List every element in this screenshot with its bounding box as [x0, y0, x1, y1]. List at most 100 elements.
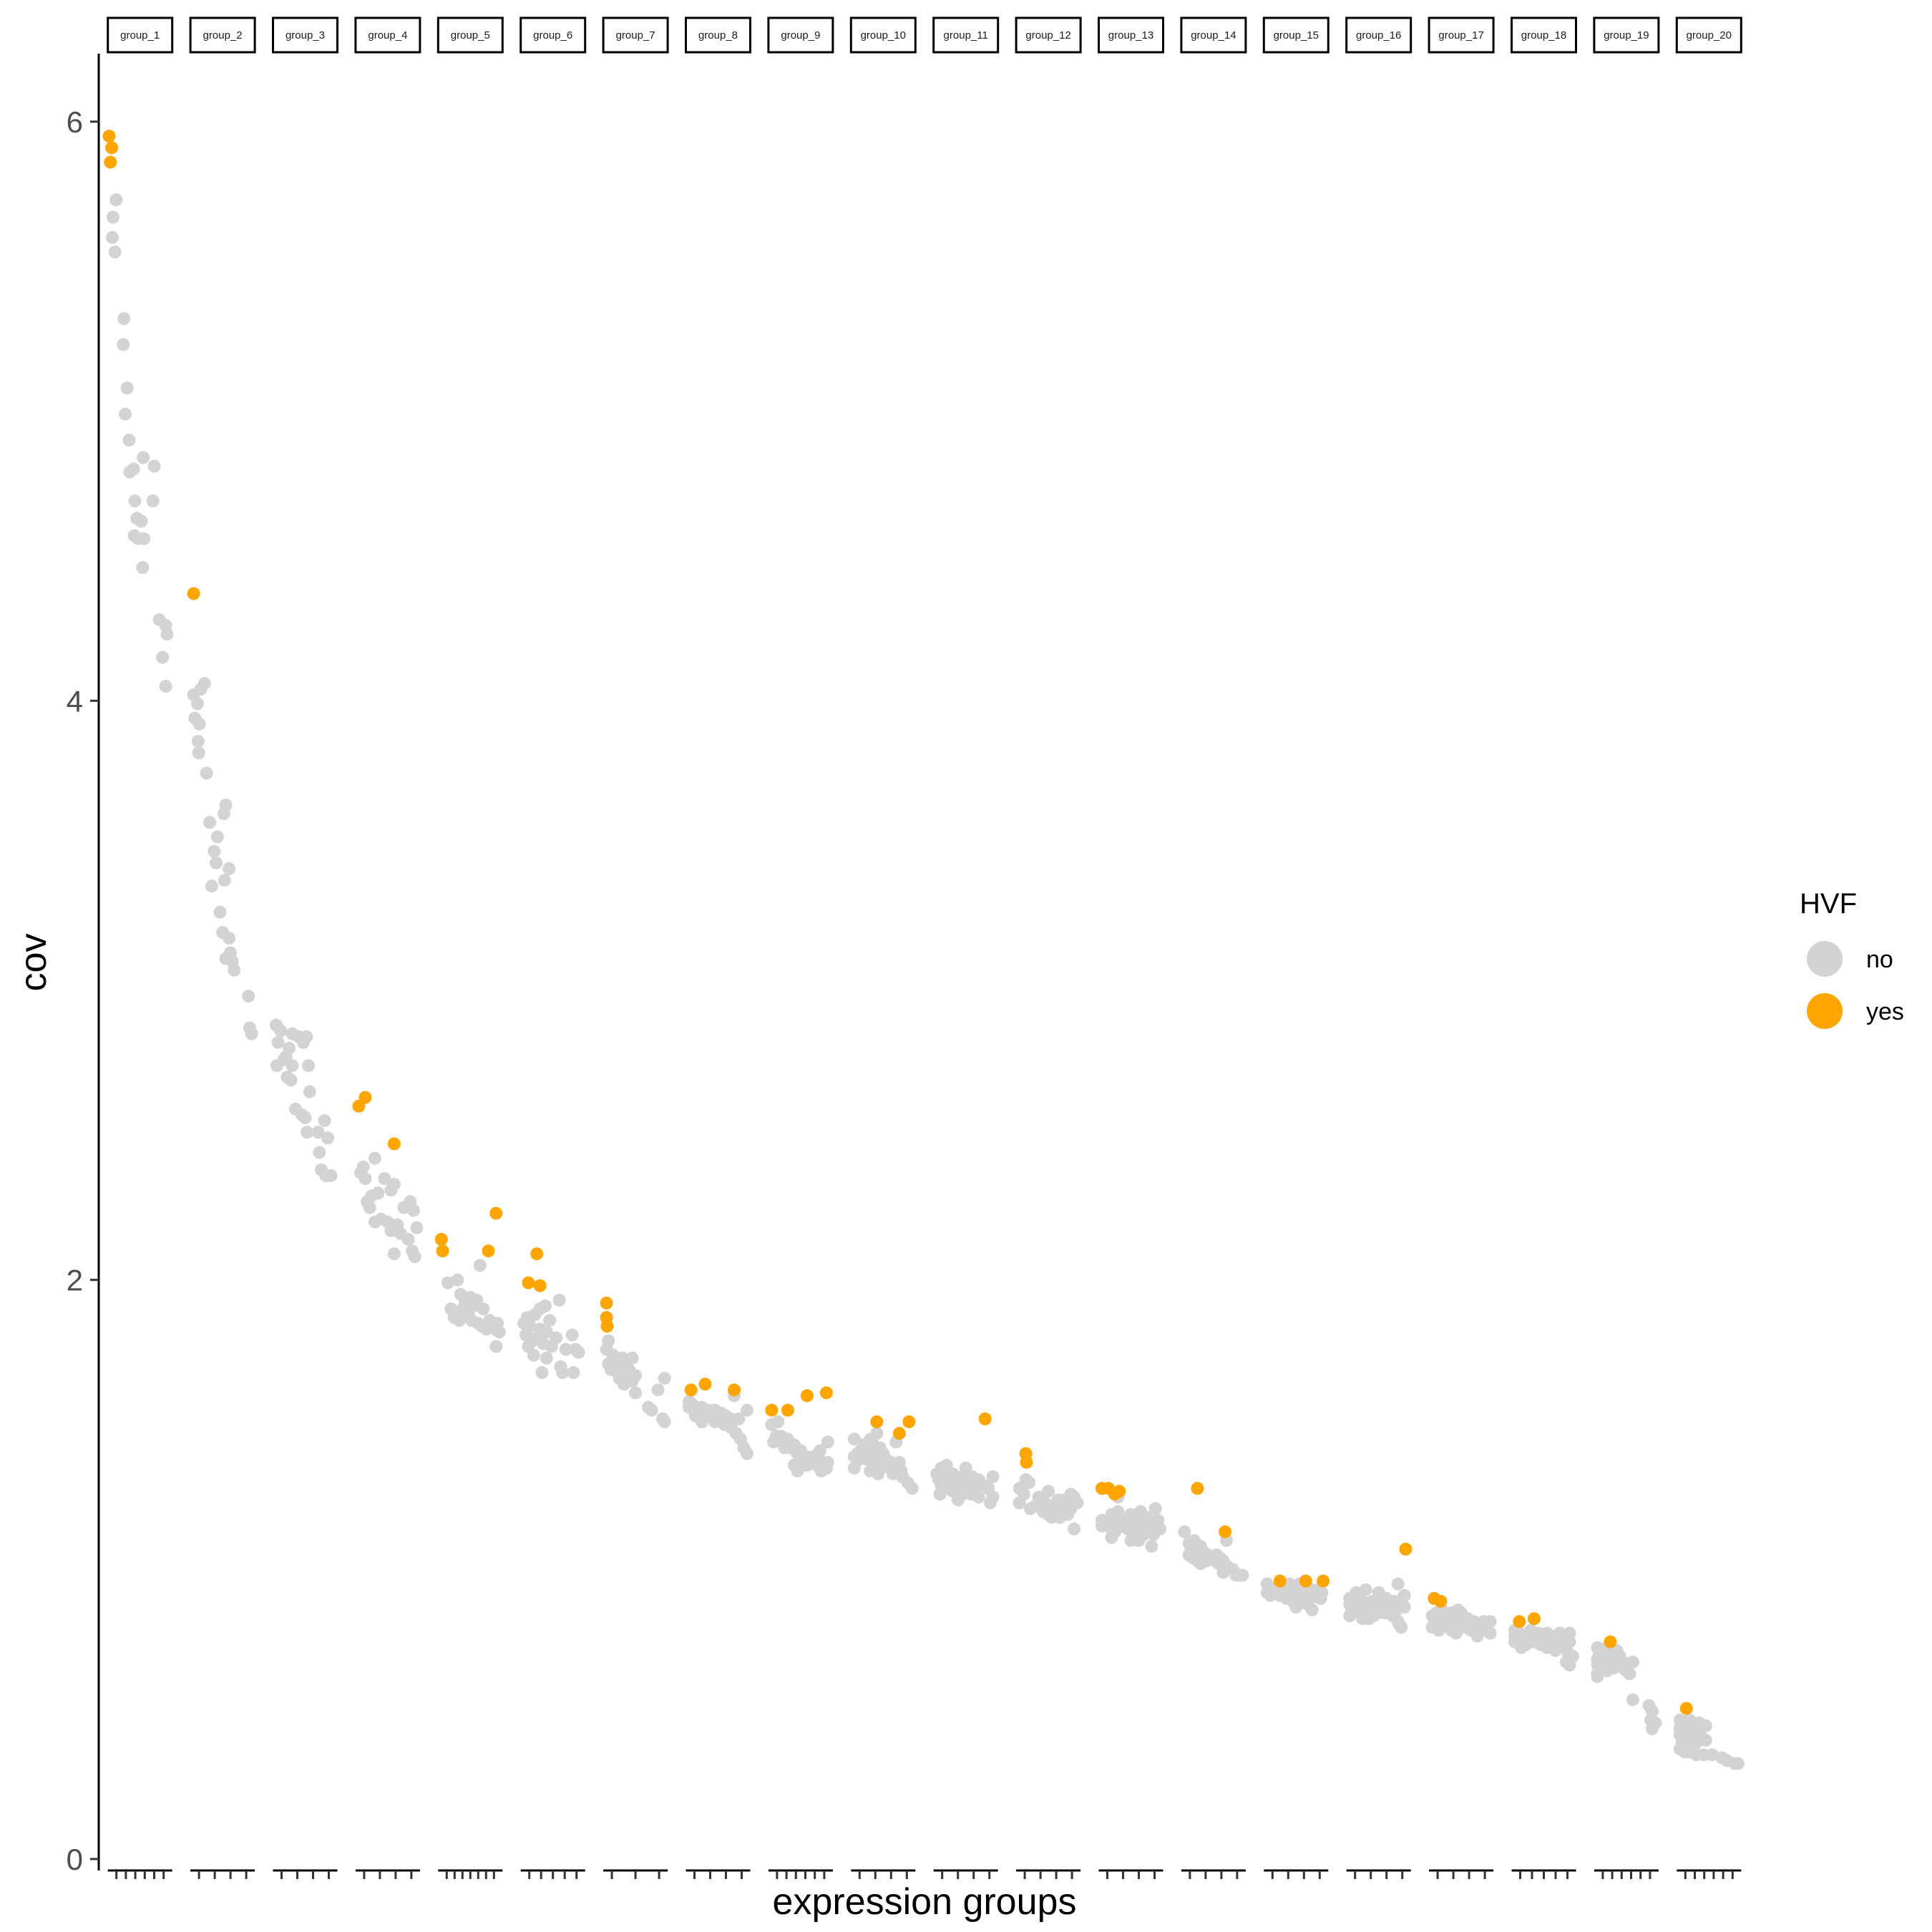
point-hvf-no — [1362, 1612, 1376, 1626]
point-hvf-no — [1432, 1624, 1445, 1637]
facet-strip — [354, 16, 421, 54]
point-hvf-yes — [489, 1206, 503, 1220]
point-hvf-no — [886, 1467, 899, 1480]
point-hvf-no — [1645, 1722, 1659, 1735]
axes: 0 2 4 6 — [67, 54, 1742, 1879]
point-hvf-no — [767, 1435, 781, 1449]
point-hvf-no — [814, 1464, 828, 1478]
point-hvf-no — [223, 862, 236, 876]
point-hvf-no — [1096, 1519, 1108, 1533]
point-hvf-no — [160, 628, 174, 641]
point-hvf-no — [242, 990, 255, 1003]
point-hvf-no — [1343, 1609, 1357, 1623]
point-hvf-no — [629, 1386, 643, 1400]
y-tick-label: 4 — [67, 684, 83, 718]
point-hvf-no — [106, 230, 119, 244]
point-hvf-no — [1449, 1626, 1463, 1640]
point-hvf-no — [358, 1172, 372, 1186]
y-axis-ticks: 0 2 4 6 — [67, 105, 99, 1876]
point-hvf-no — [1689, 1737, 1703, 1750]
point-hvf-yes — [1679, 1702, 1693, 1715]
facet-strip-label: group_15 — [1274, 29, 1319, 42]
point-hvf-yes — [800, 1389, 814, 1402]
point-hvf-no — [847, 1461, 861, 1475]
point-hvf-no — [192, 746, 205, 760]
y-tick-label: 6 — [67, 105, 83, 139]
facet-strip — [436, 16, 504, 54]
point-hvf-yes — [600, 1319, 614, 1333]
point-hvf-no — [397, 1201, 411, 1214]
point-hvf-no — [847, 1433, 861, 1446]
point-hvf-no — [225, 955, 239, 968]
point-hvf-no — [408, 1250, 421, 1264]
point-hvf-yes — [698, 1377, 712, 1391]
point-hvf-yes — [1191, 1482, 1204, 1496]
point-hvf-no — [217, 807, 230, 821]
point-hvf-no — [159, 680, 172, 693]
facet-strip-label: group_6 — [533, 29, 572, 42]
y-tick-label: 2 — [67, 1264, 83, 1297]
point-hvf-no — [872, 1467, 885, 1480]
facet-strip-label: group_7 — [616, 29, 655, 42]
point-hvf-yes — [978, 1412, 992, 1425]
point-hvf-yes — [187, 587, 200, 600]
point-hvf-no — [119, 407, 132, 421]
point-hvf-no — [384, 1184, 398, 1197]
point-hvf-yes — [902, 1415, 916, 1428]
point-hvf-yes — [1299, 1574, 1312, 1588]
point-hvf-no — [556, 1366, 570, 1380]
point-hvf-no — [191, 697, 204, 711]
facet-strip — [272, 16, 338, 54]
point-hvf-no — [147, 459, 161, 473]
point-hvf-no — [905, 1482, 919, 1496]
point-hvf-no — [210, 856, 223, 869]
point-hvf-no — [1699, 1719, 1712, 1732]
point-hvf-no — [1148, 1502, 1162, 1516]
point-hvf-no — [1023, 1502, 1037, 1516]
point-hvf-yes — [1434, 1594, 1448, 1608]
point-hvf-no — [658, 1372, 671, 1385]
facet-strip — [849, 16, 917, 54]
point-hvf-no — [123, 465, 137, 479]
facet-strip-label: group_17 — [1438, 29, 1483, 42]
point-hvf-no — [135, 514, 148, 528]
facet-strip — [1428, 16, 1495, 54]
point-hvf-no — [1068, 1522, 1081, 1536]
point-hvf-no — [821, 1435, 834, 1449]
point-hvf-yes — [533, 1279, 547, 1292]
point-hvf-no — [540, 1351, 553, 1365]
point-hvf-no — [387, 1247, 401, 1261]
facet-strip-label: group_8 — [698, 29, 738, 42]
point-hvf-no — [303, 1085, 316, 1098]
point-hvf-yes — [765, 1403, 779, 1417]
facet-strip-label: group_1 — [120, 29, 160, 42]
point-hvf-no — [371, 1186, 385, 1200]
point-hvf-no — [572, 1345, 585, 1359]
point-hvf-yes — [1113, 1485, 1126, 1498]
legend: HVF no yes — [1800, 888, 1904, 1029]
point-hvf-no — [205, 879, 218, 893]
point-hvf-no — [732, 1412, 746, 1425]
point-hvf-no — [1236, 1568, 1249, 1582]
point-hvf-no — [771, 1415, 785, 1428]
point-hvf-no — [1305, 1603, 1319, 1616]
point-hvf-no — [313, 1146, 326, 1159]
facet-strip-label: group_18 — [1521, 29, 1566, 42]
point-hvf-no — [741, 1403, 753, 1417]
point-hvf-no — [210, 830, 224, 844]
point-hvf-no — [1264, 1589, 1277, 1602]
point-hvf-yes — [105, 141, 119, 155]
point-hvf-no — [368, 1215, 381, 1229]
point-hvf-no — [1731, 1757, 1745, 1770]
point-hvf-no — [223, 932, 236, 945]
point-hvf-no — [1483, 1626, 1497, 1640]
point-hvf-no — [645, 1403, 658, 1417]
point-hvf-yes — [870, 1415, 884, 1428]
point-hvf-no — [489, 1340, 503, 1353]
point-hvf-no — [245, 1027, 258, 1040]
point-hvf-no — [1548, 1644, 1562, 1657]
point-hvf-no — [200, 766, 213, 780]
point-hvf-no — [1194, 1557, 1207, 1571]
point-hvf-no — [658, 1415, 671, 1428]
point-hvf-no — [274, 1024, 288, 1038]
